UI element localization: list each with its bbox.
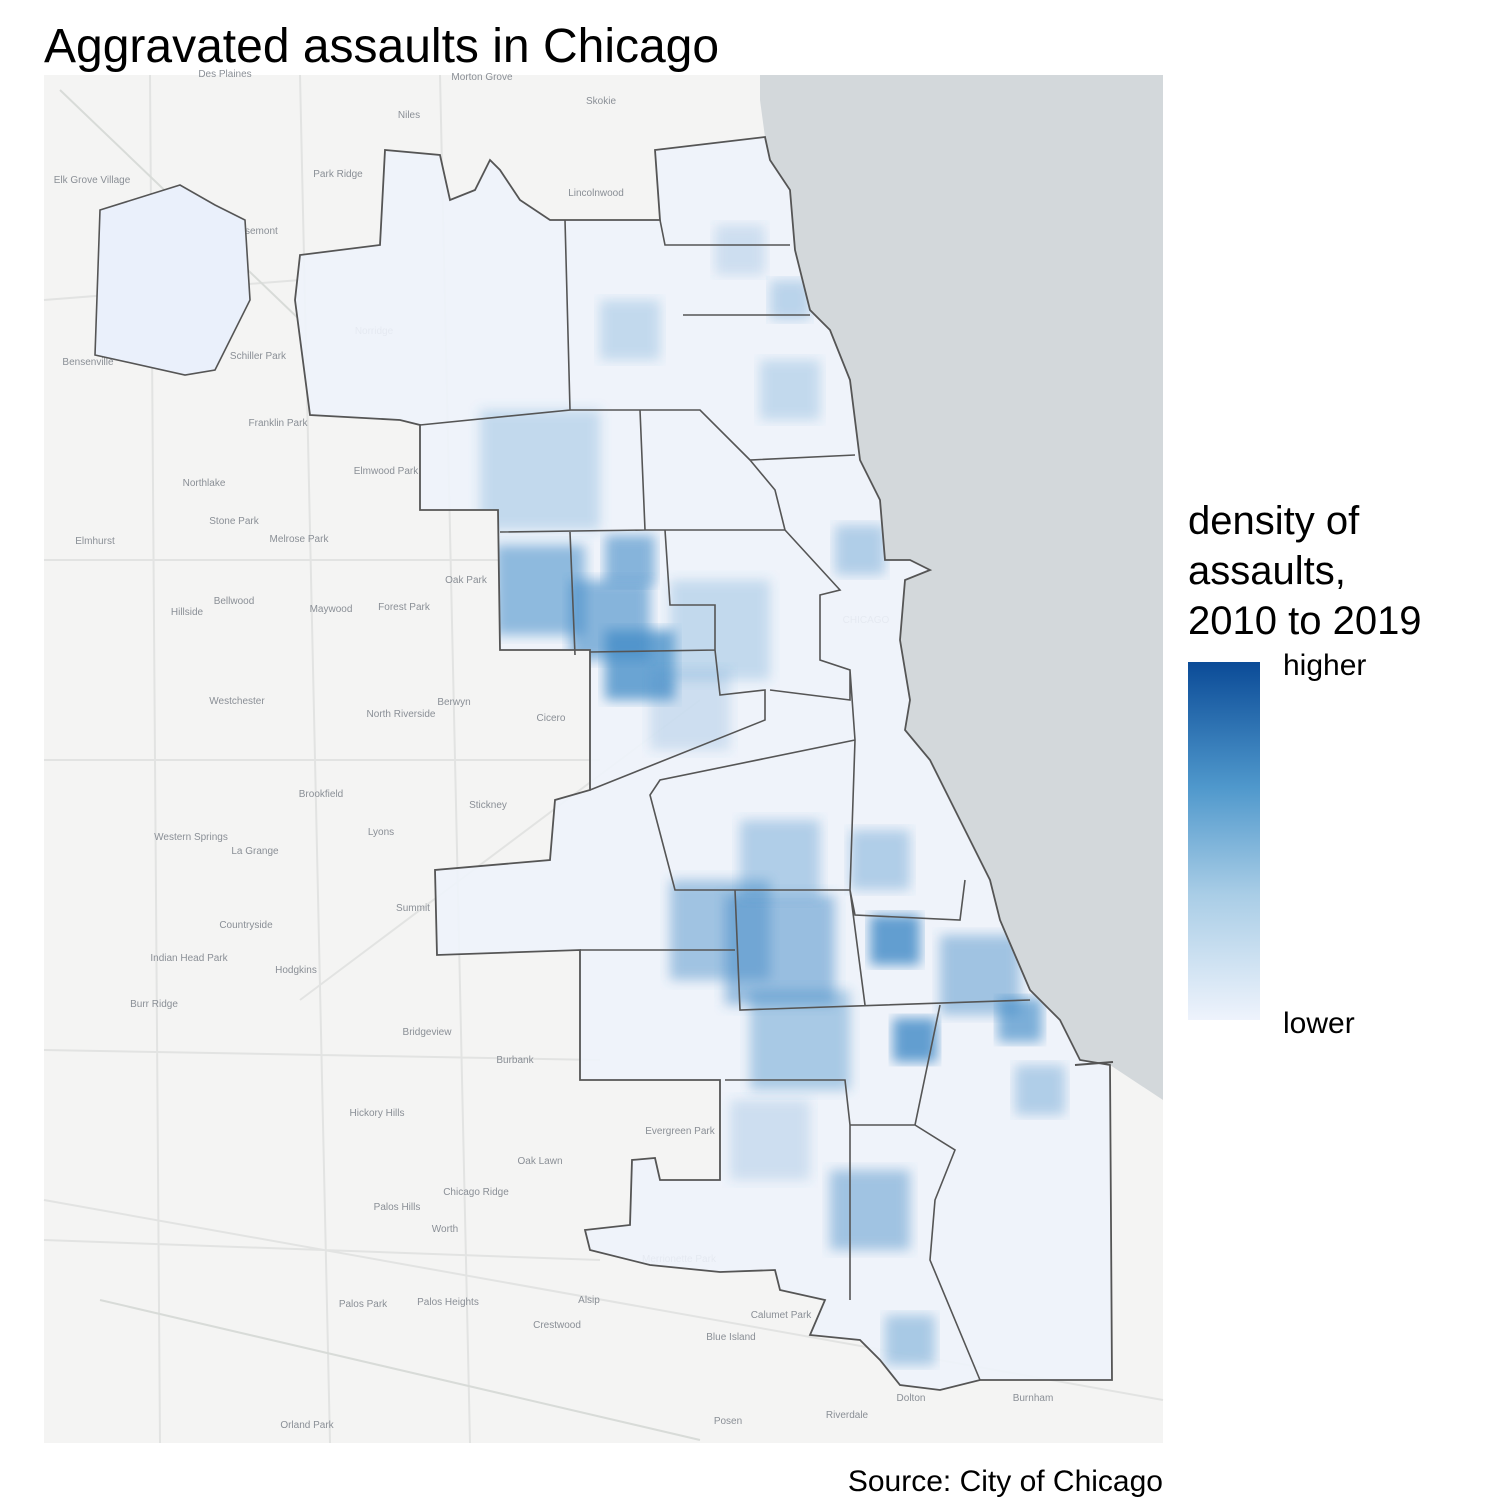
place-label: Lyons	[368, 827, 394, 838]
place-label: Palos Park	[339, 1299, 388, 1310]
place-label: North Riverside	[367, 709, 436, 720]
density-cell	[885, 1315, 935, 1365]
place-label: Calumet Park	[751, 1310, 813, 1321]
place-label: Cicero	[537, 713, 566, 724]
place-label: Palos Heights	[417, 1297, 479, 1308]
place-label: Palos Hills	[374, 1202, 421, 1213]
density-cell	[760, 360, 820, 420]
legend-title-line: density of	[1188, 499, 1360, 543]
place-label: Summit	[396, 903, 430, 914]
place-label: Niles	[398, 110, 420, 121]
place-label: Countryside	[219, 920, 273, 931]
place-label: Burbank	[496, 1055, 534, 1066]
place-label: Alsip	[578, 1295, 600, 1306]
legend: density of assaults, 2010 to 2019 higher…	[1188, 499, 1422, 1040]
place-label: Forest Park	[378, 602, 431, 613]
city-boundary	[294, 136, 1113, 1391]
place-label: Stone Park	[209, 516, 259, 527]
density-cell	[730, 1100, 810, 1180]
density-cell	[750, 990, 850, 1090]
density-cell	[998, 998, 1042, 1042]
place-label: Chicago Ridge	[443, 1187, 509, 1198]
place-label: Oak Lawn	[517, 1156, 562, 1167]
place-label: Hodgkins	[275, 965, 317, 976]
caption: Source: City of Chicago	[848, 1465, 1163, 1498]
place-label: Bensenville	[62, 357, 114, 368]
density-cell	[670, 580, 770, 680]
place-label: Stickney	[469, 800, 507, 811]
density-cell	[600, 300, 660, 360]
place-label: Brookfield	[299, 789, 343, 800]
density-cell	[725, 895, 835, 1005]
ohare-area	[94, 184, 251, 376]
place-label: Maywood	[310, 604, 353, 615]
place-label: Western Springs	[154, 832, 228, 843]
place-label: Franklin Park	[249, 418, 309, 429]
density-cell	[835, 525, 885, 575]
density-heat	[480, 225, 1065, 1365]
place-label: Dolton	[897, 1393, 926, 1404]
place-label: Bridgeview	[403, 1027, 453, 1038]
place-label: Indian Head Park	[150, 953, 228, 964]
place-label: Crestwood	[533, 1320, 581, 1331]
density-cell	[830, 1170, 910, 1250]
district-lines	[419, 219, 1031, 1381]
density-cell	[1015, 1065, 1065, 1115]
density-cell	[740, 820, 820, 900]
density-cell	[850, 830, 910, 890]
density-cell	[893, 1018, 937, 1062]
legend-title-line: 2010 to 2019	[1188, 599, 1422, 643]
place-label: Berwyn	[437, 697, 470, 708]
place-label: Burr Ridge	[130, 999, 178, 1010]
place-label: Orland Park	[280, 1420, 334, 1431]
place-label: Skokie	[586, 96, 616, 107]
place-label: Evergreen Park	[645, 1126, 715, 1137]
lake-michigan	[760, 75, 1163, 1100]
pier	[1074, 1061, 1114, 1066]
place-label: Worth	[432, 1224, 459, 1235]
place-label: Lincolnwood	[568, 188, 624, 199]
place-label: Rosemont	[232, 226, 278, 237]
place-label: Des Plaines	[198, 69, 251, 80]
legend-high-label: higher	[1283, 649, 1366, 682]
place-label: Burnham	[1013, 1393, 1054, 1404]
place-label: Oak Park	[445, 575, 488, 586]
place-label: Melrose Park	[270, 534, 330, 545]
legend-colorbar	[1188, 662, 1260, 1020]
place-label: Elk Grove Village	[54, 175, 131, 186]
density-cell	[650, 670, 730, 750]
place-label: Hickory Hills	[350, 1108, 405, 1119]
chart-title: Aggravated assaults in Chicago	[44, 20, 719, 73]
place-labels: Des Plaines Morton Grove Skokie Niles Park R…	[54, 69, 1054, 1431]
place-label: Northlake	[183, 478, 226, 489]
place-label: Elmhurst	[75, 536, 115, 547]
place-label: Elmwood Park	[354, 466, 419, 477]
place-label: Morton Grove	[451, 72, 513, 83]
place-label: Park Ridge	[313, 169, 363, 180]
place-label: Bellwood	[214, 596, 255, 607]
place-label: Hillside	[171, 607, 204, 618]
legend-low-label: lower	[1283, 1007, 1355, 1040]
density-cell	[570, 580, 650, 660]
density-cell	[715, 225, 765, 275]
legend-title-line: assaults,	[1188, 549, 1346, 593]
place-label: Riverdale	[826, 1410, 869, 1421]
density-cell	[480, 410, 600, 530]
place-label: Blue Island	[706, 1332, 755, 1343]
place-label: La Grange	[231, 846, 279, 857]
place-label: Westchester	[209, 696, 265, 707]
place-label: Posen	[714, 1416, 742, 1427]
place-label: Schiller Park	[230, 351, 287, 362]
density-cell	[870, 915, 920, 965]
density-cell	[605, 535, 655, 585]
